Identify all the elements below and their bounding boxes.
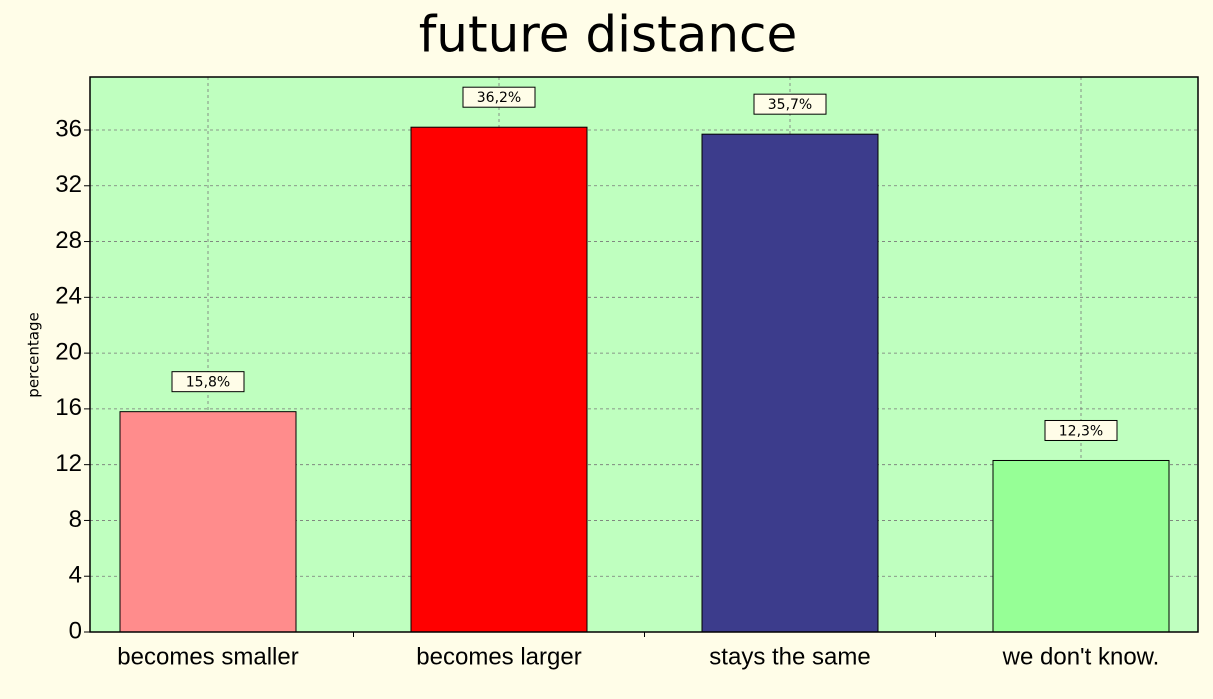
y-tick-label: 0: [69, 617, 82, 644]
value-label-box: [462, 86, 536, 108]
plot-frame: [89, 76, 1199, 633]
bar: [119, 411, 297, 633]
y-tick-label: 4: [69, 562, 82, 589]
bar: [701, 133, 879, 633]
value-label-box: [753, 93, 827, 115]
x-tick-label: stays the same: [709, 643, 870, 670]
chart-title: future distance: [419, 6, 798, 64]
x-tick-label: we don't know.: [1002, 643, 1160, 670]
x-tick-label: becomes larger: [416, 643, 581, 670]
y-axis-label: percentage: [25, 312, 43, 397]
y-tick-label: 8: [69, 506, 82, 533]
value-label: 36,2%: [477, 90, 521, 106]
y-tick-label: 36: [55, 115, 82, 142]
value-label: 12,3%: [1059, 423, 1103, 439]
y-tick-label: 12: [55, 450, 82, 477]
bar: [992, 459, 1170, 633]
y-tick-label: 24: [55, 283, 82, 310]
bar: [410, 126, 588, 633]
value-label-box: [171, 371, 245, 393]
y-tick-label: 32: [55, 171, 82, 198]
y-tick-label: 16: [55, 394, 82, 421]
value-label: 15,8%: [186, 375, 230, 391]
value-label-box: [1044, 419, 1118, 441]
value-label: 35,7%: [768, 97, 812, 113]
y-tick-label: 20: [55, 338, 82, 365]
x-tick-label: becomes smaller: [117, 643, 298, 670]
y-tick-label: 28: [55, 227, 82, 254]
